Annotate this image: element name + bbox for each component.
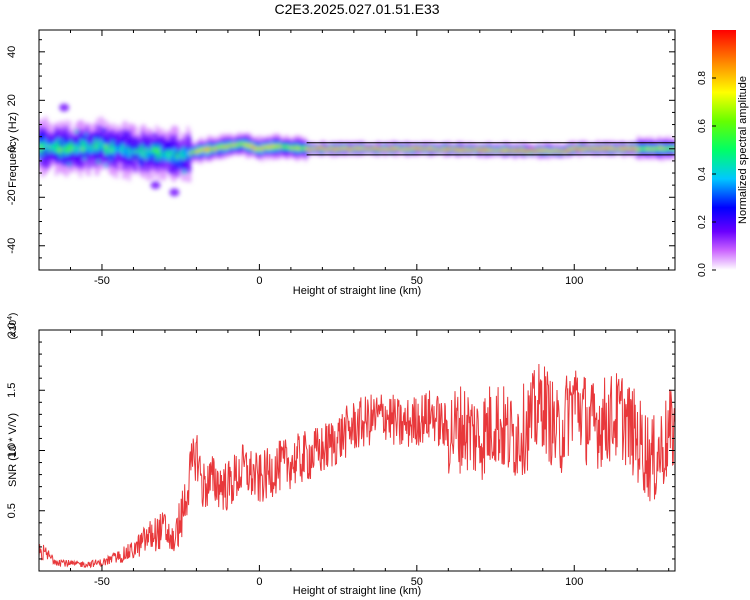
snr-multiplier: (x104) [7, 313, 19, 340]
snr-multiplier-base: (x10 [8, 319, 19, 339]
snr-y-tick-label: 1.0 [6, 443, 18, 458]
colorbar-label: Normalized spectral amplitude [737, 76, 749, 224]
spectrogram-y-tick-label: 0 [6, 146, 18, 152]
snr-series-line [39, 363, 675, 569]
spectrogram-x-tick-label: 0 [256, 275, 262, 287]
snr-x-tick-label: -50 [94, 576, 110, 588]
spectrogram-y-tick-label: 40 [6, 46, 18, 58]
spectrogram-panel: -50 0 50 100 40 20 0 -20 -40 Height of straight … [6, 29, 676, 297]
spectrogram-y-tick-label: -40 [6, 238, 18, 254]
spectrogram-cell [672, 147, 675, 149]
snr-y-tick-label: 2.0 [6, 322, 18, 337]
colorbar-tick-label: 0.0 [697, 263, 708, 277]
snr-x-tick-label: 0 [256, 576, 262, 588]
spectrogram-y-label: Frequency (Hz) [7, 112, 19, 188]
snr-multiplier-exp: 4 [7, 316, 14, 320]
spectrogram-x-tick-label: 100 [565, 275, 583, 287]
snr-x-tick-label: 50 [411, 576, 423, 588]
spectrogram-x-tick-label: 50 [411, 275, 423, 287]
spectrogram-x-label: Height of straight line (km) [293, 285, 421, 297]
colorbar-ticks: 0.0 0.2 0.4 0.6 0.8 [697, 71, 716, 277]
spectrogram-x-tick-label: -50 [94, 275, 110, 287]
snr-axes: -50 0 50 100 0.5 1.0 1.5 2.0 [6, 322, 675, 588]
colorbar-tick-label: 0.6 [697, 119, 708, 133]
figure-title: C2E3.2025.027.01.51.E33 [274, 1, 439, 17]
spectrogram-y-tick-label: 20 [6, 94, 18, 106]
snr-x-tick-label: 100 [565, 576, 583, 588]
snr-panel: -50 0 50 100 0.5 1.0 1.5 2.0 Height of straight… [6, 313, 676, 597]
snr-y-tick-label: 1.5 [6, 383, 18, 398]
spectrogram-axes: -50 0 50 100 40 20 0 -20 -40 [6, 30, 675, 287]
spectrogram-energy [39, 103, 675, 197]
snr-frame [38, 329, 676, 572]
spectrogram-outlier [150, 181, 161, 190]
spectrogram-y-tick-label: -20 [6, 189, 18, 205]
spectrogram-speckle [181, 169, 188, 175]
spectrogram-outlier [169, 188, 180, 197]
spectrogram-frame [38, 29, 676, 271]
snr-x-label: Height of straight line (km) [293, 585, 421, 597]
colorbar-tick-label: 0.8 [697, 71, 708, 85]
colorbar-tick-label: 0.4 [697, 167, 708, 181]
colorbar-tick-label: 0.2 [697, 215, 708, 229]
snr-multiplier-close: ) [8, 313, 19, 316]
snr-line-layer [39, 363, 675, 569]
colorbar-gradient [712, 30, 736, 270]
snr-y-label: SNR (10 * V/V) [7, 413, 19, 487]
snr-y-tick-label: 0.5 [6, 503, 18, 518]
colorbar: 0.0 0.2 0.4 0.6 0.8 Normalized spectral ampl… [697, 30, 749, 277]
spectrogram-outlier [59, 103, 70, 112]
spectrogram-heatmap [39, 103, 675, 197]
